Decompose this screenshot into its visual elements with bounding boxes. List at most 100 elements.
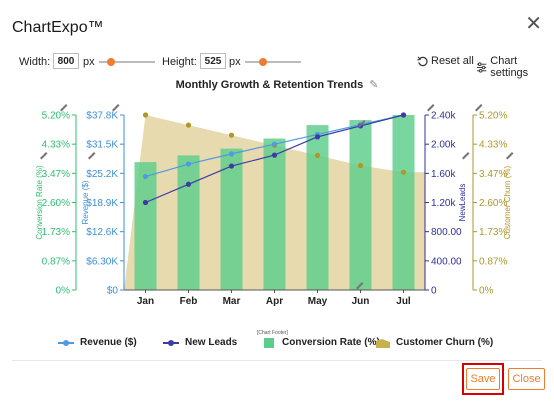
churn-tick-label: 2.60% <box>479 198 507 209</box>
reset-all-label: Reset all <box>431 55 474 67</box>
width-label: Width: <box>19 56 51 68</box>
reset-all-button[interactable]: Reset all <box>417 55 474 67</box>
legend-line-icon <box>58 339 74 346</box>
revenue-point <box>142 173 149 180</box>
height-slider[interactable] <box>245 58 301 66</box>
leads-point <box>271 152 278 158</box>
leads-tick-label: 0 <box>431 286 437 297</box>
edit-series-icon <box>358 120 366 128</box>
edit-axis-icon <box>40 152 48 160</box>
chart-footer-label[interactable]: [Chart Footer] <box>257 330 288 336</box>
leads-point <box>185 181 192 187</box>
close-icon[interactable]: ✕ <box>525 13 542 35</box>
churn-tick-label: 3.47% <box>479 169 507 180</box>
combo-chart: 0% 0.87% 1.73% 2.60% 3.47% 4.33% 5.20% $0 $6.30K… <box>35 104 514 307</box>
leads-tick-label: 1.60k <box>431 169 456 180</box>
dialog-header: ChartExpo™ ✕ <box>0 0 554 50</box>
size-toolbar: Width: px Height: px Reset all Chart set… <box>0 50 554 79</box>
conversion-tick-label: 2.60% <box>42 198 70 209</box>
edit-axis-icon <box>60 104 68 112</box>
legend-bar-icon <box>264 337 274 348</box>
chart-settings-button[interactable]: Chart settings <box>476 55 554 79</box>
revenue-point <box>228 151 235 157</box>
edit-axis-icon <box>112 104 120 112</box>
legend-item-new-leads[interactable]: New Leads <box>163 337 237 348</box>
legend-area-icon <box>376 338 390 348</box>
legend-line-icon <box>163 339 179 346</box>
conversion-bar <box>306 125 329 290</box>
edit-axis-icon <box>462 152 470 160</box>
revenue-point <box>185 161 192 167</box>
churn-tick-label: 0% <box>479 286 494 297</box>
legend-item-conversion[interactable]: Conversion Rate (%) <box>262 337 380 348</box>
leads-tick-label: 2.40k <box>431 111 456 122</box>
footer-divider <box>12 360 542 361</box>
conversion-bar <box>177 155 200 290</box>
revenue-tick-label: $37.8K <box>86 111 118 122</box>
height-slider-knob[interactable] <box>259 58 267 66</box>
legend-label: Customer Churn (%) <box>396 337 494 348</box>
save-highlight-frame <box>462 363 504 395</box>
x-tick-label: Jun <box>352 296 370 307</box>
chart-title[interactable]: Monthly Growth & Retention Trends <box>175 79 364 91</box>
leads-point <box>400 112 407 118</box>
height-input[interactable] <box>200 53 226 69</box>
leads-tick-label: 1.20k <box>431 198 456 209</box>
x-tick-label: May <box>308 296 328 307</box>
leads-tick-label: 2.00k <box>431 140 456 151</box>
x-tick-label: Jul <box>396 296 411 307</box>
save-button[interactable]: Save <box>466 368 500 390</box>
churn-point <box>185 122 192 128</box>
x-tick-label: Jan <box>137 296 154 307</box>
reset-icon <box>417 56 428 66</box>
legend-item-revenue[interactable]: Revenue ($) <box>58 337 137 348</box>
x-tick-label: Feb <box>180 296 198 307</box>
churn-point <box>228 132 235 138</box>
leads-axis-title: NewLeads <box>458 184 467 222</box>
edit-series-icon <box>356 282 364 290</box>
chart-legend: Revenue ($) New Leads Conversion Rate (%… <box>0 337 554 353</box>
revenue-tick-label: $12.6K <box>86 227 118 238</box>
churn-point <box>142 112 149 118</box>
churn-point <box>400 169 407 175</box>
churn-tick-label: 5.20% <box>479 111 507 122</box>
legend-label: New Leads <box>185 337 238 348</box>
legend-label: Revenue ($) <box>80 337 137 348</box>
conversion-bar <box>392 115 415 290</box>
conversion-tick-label: 4.33% <box>42 140 70 151</box>
revenue-point <box>271 141 278 147</box>
app-title: ChartExpo™ <box>12 19 104 36</box>
edit-axis-icon <box>506 152 514 160</box>
leads-point <box>228 163 235 169</box>
leads-point <box>314 134 321 140</box>
revenue-tick-label: $25.2K <box>86 169 118 180</box>
leads-tick-label: 800.00 <box>431 227 462 238</box>
edit-axis-icon <box>475 104 483 112</box>
chart-settings-label: Chart settings <box>490 55 529 79</box>
width-input[interactable] <box>53 53 79 69</box>
sliders-icon <box>476 61 487 73</box>
leads-point <box>142 199 149 206</box>
conversion-bar <box>263 138 286 290</box>
conversion-bar <box>134 162 157 290</box>
conversion-axis-title: Conversion Rate (%) <box>35 165 44 240</box>
revenue-tick-label: $31.5K <box>86 140 118 151</box>
conversion-bar <box>220 148 243 290</box>
width-slider-knob[interactable] <box>107 58 115 66</box>
height-label: Height: <box>162 56 197 68</box>
conversion-tick-label: 1.73% <box>42 227 70 238</box>
height-unit: px <box>229 56 241 68</box>
conversion-tick-label: 0% <box>56 286 71 297</box>
close-button[interactable]: Close <box>508 368 545 390</box>
revenue-tick-label: $6.30K <box>86 256 118 267</box>
x-tick-label: Apr <box>266 296 283 307</box>
leads-tick-label: 400.00 <box>431 256 462 267</box>
churn-tick-label: 1.73% <box>479 227 507 238</box>
churn-tick-label: 0.87% <box>479 256 507 267</box>
edit-title-icon[interactable]: ✎ <box>369 79 379 91</box>
legend-label: Conversion Rate (%) <box>282 337 380 348</box>
width-slider[interactable] <box>99 58 155 66</box>
conversion-bar <box>349 120 372 290</box>
legend-item-churn[interactable]: Customer Churn (%) <box>376 337 493 348</box>
x-tick-label: Mar <box>223 296 241 307</box>
